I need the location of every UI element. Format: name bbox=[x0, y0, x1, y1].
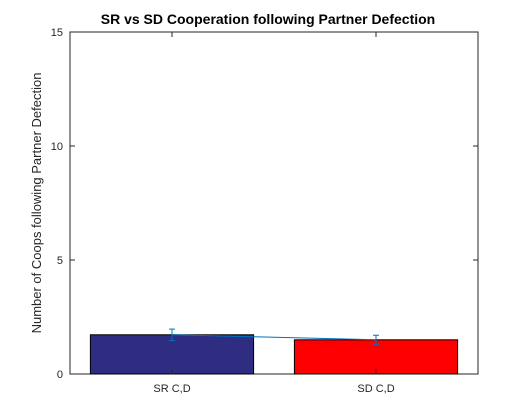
y-tick-label: 10 bbox=[51, 141, 63, 153]
x-tick-label: SR C,D bbox=[153, 383, 190, 395]
bar-sd-c-d bbox=[293, 339, 459, 375]
y-tick-label: 0 bbox=[57, 369, 63, 381]
bar-sr-c-d bbox=[89, 334, 255, 375]
y-tick-label: 5 bbox=[57, 255, 63, 267]
chart-title: SR vs SD Cooperation following Partner D… bbox=[101, 11, 435, 27]
plot-area-frame bbox=[69, 31, 479, 375]
x-tick-label: SD C,D bbox=[357, 383, 394, 395]
errorbar-series-line bbox=[171, 334, 377, 341]
y-axis-label: Number of Coops following Partner Defect… bbox=[29, 73, 44, 334]
y-tick-label: 15 bbox=[51, 27, 63, 39]
